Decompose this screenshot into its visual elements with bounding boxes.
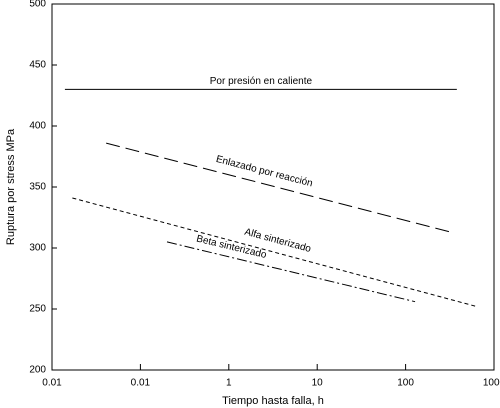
series-line — [106, 142, 451, 233]
x-tick-label: 1 — [226, 378, 232, 389]
x-tick-label: 10 — [312, 378, 324, 389]
x-tick-label: 0.01 — [131, 378, 151, 389]
plot-frame — [51, 3, 495, 371]
x-tick-label: 1000 — [483, 378, 500, 389]
series-line — [166, 241, 416, 303]
x-axis-title: Tiempo hasta falla, h — [222, 395, 324, 407]
series-label: Por presión en caliente — [210, 76, 313, 87]
y-tick-label: 450 — [29, 60, 46, 71]
x-tick-label: 0.01 — [42, 378, 62, 389]
y-tick-label: 250 — [29, 304, 46, 315]
y-tick-label: 200 — [29, 365, 46, 376]
x-tick-label: 100 — [397, 378, 414, 389]
y-tick-label: 350 — [29, 182, 46, 193]
y-tick-label: 500 — [29, 0, 46, 10]
y-tick-label: 400 — [29, 121, 46, 132]
series-line — [72, 197, 477, 308]
y-tick-label: 300 — [29, 243, 46, 254]
y-axis-title: Ruptura por stress MPa — [5, 128, 17, 245]
